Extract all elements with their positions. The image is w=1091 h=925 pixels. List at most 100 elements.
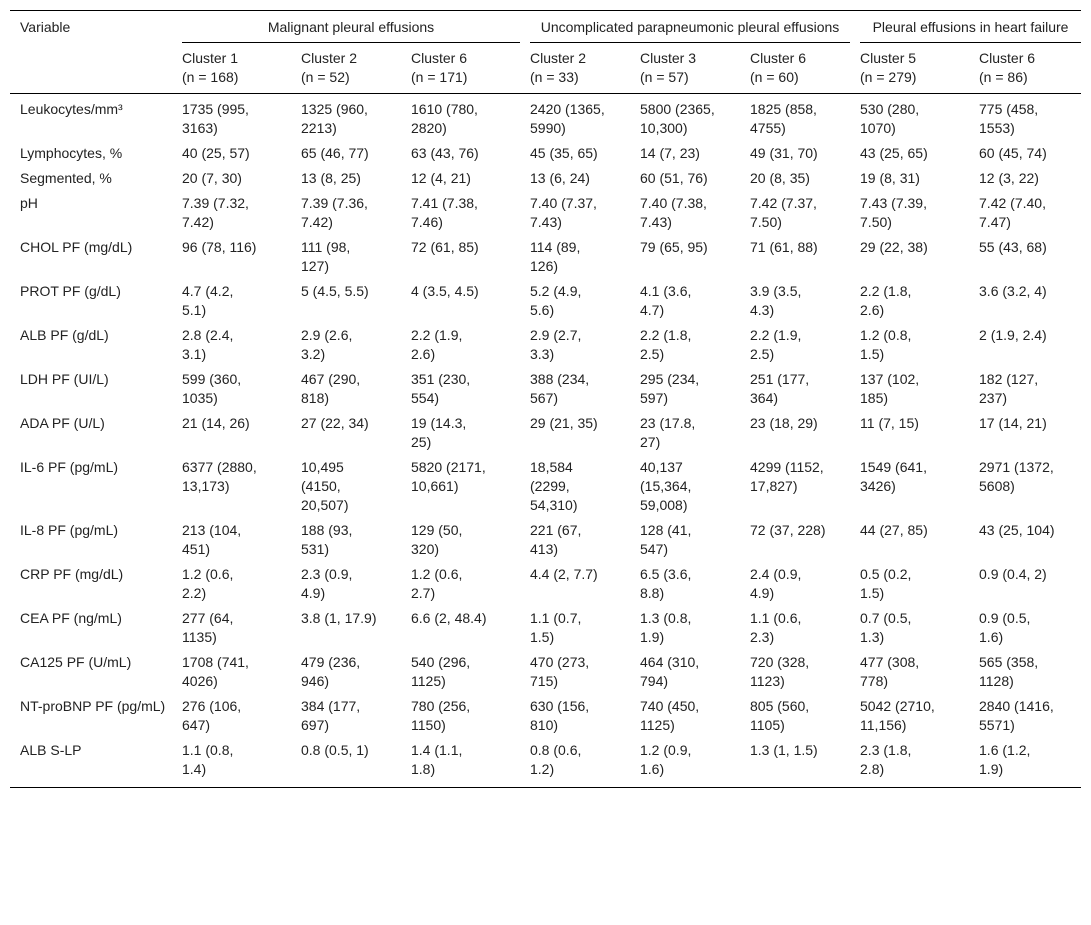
cell: 12 (4, 21) [401,166,520,191]
data-row: IL-6 PF (pg/mL) 6377 (2880, 13,173) 10,495… [10,455,1081,518]
cell: 1.3 (1, 1.5) [740,738,851,788]
cell-value: 775 (458, 1553) [979,101,1039,136]
data-row: ALB PF (g/dL) 2.8 (2.4, 3.1) 2.9 (2.6, 3.2… [10,323,1081,367]
cell: 11 (7, 15) [850,411,969,455]
cell: 530 (280, 1070) [850,94,969,142]
cell-value: 13 (6, 24) [530,170,590,186]
cell: 775 (458, 1553) [969,94,1081,142]
cell-value: 2.8 (2.4, 3.1) [182,327,234,362]
cell-value: 2.3 (1.8, 2.8) [860,742,912,777]
cell-value: 7.40 (7.38, 7.43) [640,195,707,230]
cell-value: 7.43 (7.39, 7.50) [860,195,927,230]
cell: 3.8 (1, 17.9) [291,606,401,650]
cell-value: 477 (308, 778) [860,654,920,689]
cell: 464 (310, 794) [630,650,740,694]
row-label: CHOL PF (mg/dL) [20,239,133,255]
cell: 2.2 (1.9, 2.6) [401,323,520,367]
cell-value: 29 (22, 38) [860,239,928,255]
cell: 1.2 (0.8, 1.5) [850,323,969,367]
cell: 2.3 (0.9, 4.9) [291,562,401,606]
cell-value: 2.2 (1.9, 2.5) [750,327,802,362]
cell-value: 12 (4, 21) [411,170,471,186]
cell-value: 0.9 (0.5, 1.6) [979,610,1031,645]
data-row: Lymphocytes, % 40 (25, 57) 65 (46, 77) 63 (… [10,141,1081,166]
cell: 0.5 (0.2, 1.5) [850,562,969,606]
cell: 43 (25, 104) [969,518,1081,562]
cell: 4 (3.5, 4.5) [401,279,520,323]
cell-value: 2840 (1416, 5571) [979,698,1054,733]
cell-value: 1.2 (0.9, 1.6) [640,742,692,777]
cell-value: 1.6 (1.2, 1.9) [979,742,1031,777]
row-label: ALB PF (g/dL) [20,327,109,343]
cell: 1.2 (0.6, 2.2) [172,562,291,606]
cell: 630 (156, 810) [520,694,630,738]
cell: 21 (14, 26) [172,411,291,455]
cell-value: 14 (7, 23) [640,145,700,161]
cell: 19 (8, 31) [850,166,969,191]
row-label: IL-6 PF (pg/mL) [20,459,119,475]
data-row: CEA PF (ng/mL) 277 (64, 1135) 3.8 (1, 17.9… [10,606,1081,650]
cell: 477 (308, 778) [850,650,969,694]
cell-value: 1.2 (0.6, 2.7) [411,566,463,601]
cell: 5 (4.5, 5.5) [291,279,401,323]
cell: 7.39 (7.32, 7.42) [172,191,291,235]
cell-value: 27 (22, 34) [301,415,369,431]
cell: 3.9 (3.5, 4.3) [740,279,850,323]
cluster-n: (n = 57) [640,69,689,85]
cell-value: 0.9 (0.4, 2) [979,566,1047,582]
cell-value: 740 (450, 1125) [640,698,700,733]
cell: 114 (89, 126) [520,235,630,279]
cell-value: 10,495 (4150, 20,507) [301,459,349,513]
cell-value: 1.2 (0.6, 2.2) [182,566,234,601]
cell-value: 2.3 (0.9, 4.9) [301,566,353,601]
cell-value: 44 (27, 85) [860,522,928,538]
cell: 96 (78, 116) [172,235,291,279]
row-label: ALB S-LP [10,738,172,788]
cell-value: 129 (50, 320) [411,522,463,557]
cell-value: 23 (17.8, 27) [640,415,696,450]
cell: 4.4 (2, 7.7) [520,562,630,606]
cell-value: 79 (65, 95) [640,239,708,255]
cell: 7.42 (7.37, 7.50) [740,191,850,235]
cell-value: 470 (273, 715) [530,654,590,689]
cluster-header: Cluster 6 (n = 171) [401,43,520,94]
cell-value: 2.9 (2.7, 3.3) [530,327,582,362]
cell: 63 (43, 76) [401,141,520,166]
cell: 4.7 (4.2, 5.1) [172,279,291,323]
cell-value: 182 (127, 237) [979,371,1039,406]
cell-value: 2.2 (1.8, 2.5) [640,327,692,362]
cell-value: 213 (104, 451) [182,522,242,557]
cell: 40,137 (15,364, 59,008) [630,455,740,518]
cell: 19 (14.3, 25) [401,411,520,455]
cell: 71 (61, 88) [740,235,850,279]
cell: 467 (290, 818) [291,367,401,411]
cell-value: 351 (230, 554) [411,371,471,406]
cell: 1.2 (0.9, 1.6) [630,738,740,788]
cell: 111 (98, 127) [291,235,401,279]
variable-header: Variable [10,10,172,94]
cell: 2840 (1416, 5571) [969,694,1081,738]
group-header: Pleural effusions in heart failure [850,10,1082,43]
cell-value: 599 (360, 1035) [182,371,242,406]
cell-value: 111 (98, 127) [301,239,351,274]
row-label: Segmented, % [20,170,112,186]
cell-value: 384 (177, 697) [301,698,361,733]
cell: 1.1 (0.6, 2.3) [740,606,850,650]
cell: 128 (41, 547) [630,518,740,562]
cell-value: 0.7 (0.5, 1.3) [860,610,912,645]
cell: 0.9 (0.5, 1.6) [969,606,1081,650]
cell-value: 40,137 (15,364, 59,008) [640,459,692,513]
cell-value: 13 (8, 25) [301,170,361,186]
cell: 7.40 (7.38, 7.43) [630,191,740,235]
cell: 1825 (858, 4755) [740,94,850,142]
cell: 13 (6, 24) [520,166,630,191]
cell: 277 (64, 1135) [172,606,291,650]
cell: 20 (7, 30) [172,166,291,191]
cell: 7.43 (7.39, 7.50) [850,191,969,235]
cell-value: 1825 (858, 4755) [750,101,817,136]
cell-value: 72 (61, 85) [411,239,479,255]
row-label: PROT PF (g/dL) [20,283,121,299]
cell: 388 (234, 567) [520,367,630,411]
cell: 251 (177, 364) [740,367,850,411]
cell-value: 6377 (2880, 13,173) [182,459,257,494]
